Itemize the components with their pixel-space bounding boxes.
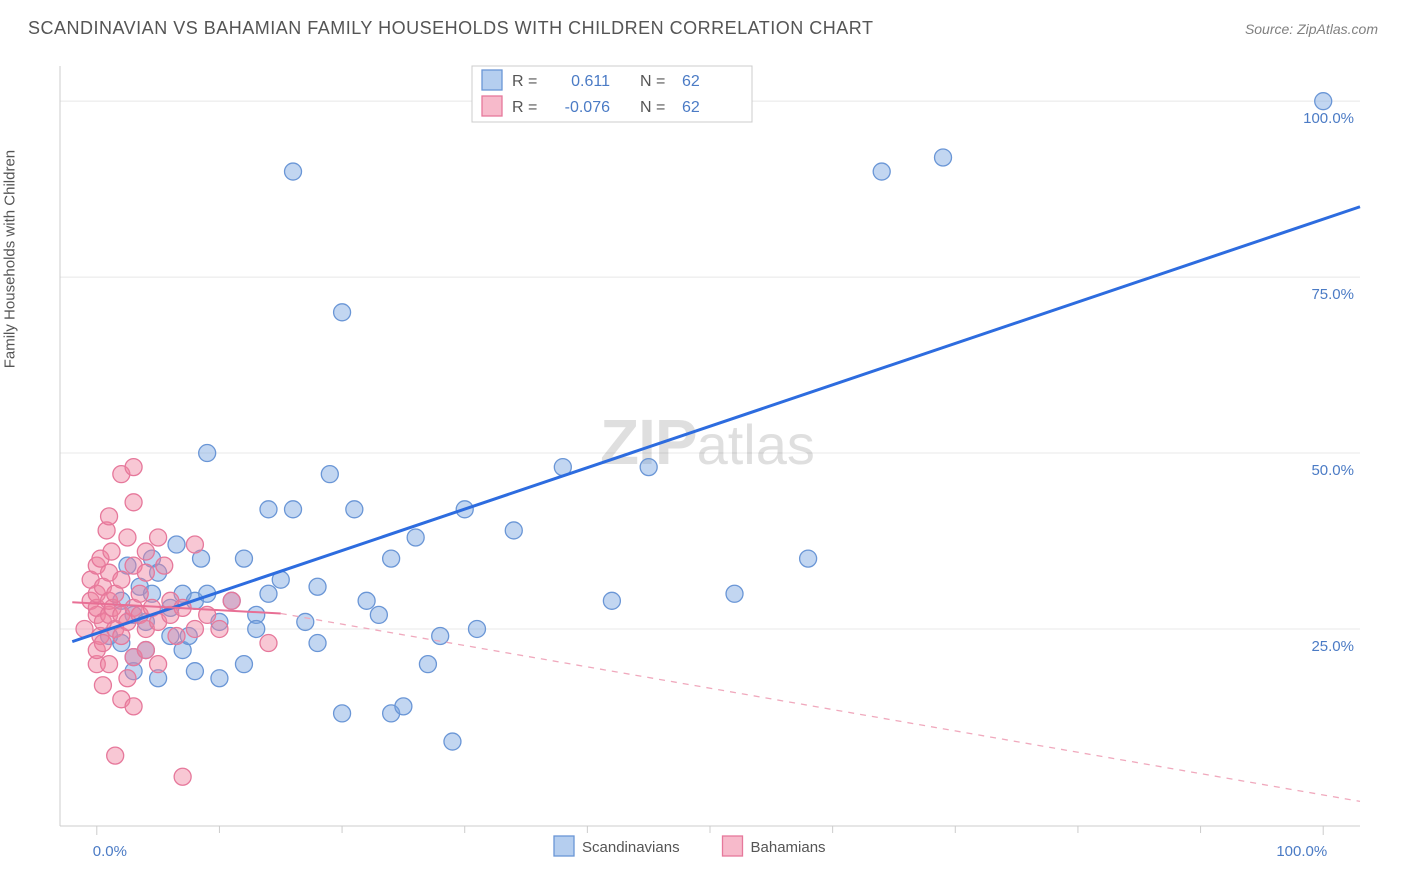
data-point [223, 592, 240, 609]
data-point [297, 613, 314, 630]
data-point [346, 501, 363, 518]
x-tick-label: 100.0% [1276, 843, 1327, 860]
data-point [285, 163, 302, 180]
data-point [235, 550, 252, 567]
data-point [407, 529, 424, 546]
data-point [186, 663, 203, 680]
legend-n-value: 62 [682, 73, 700, 90]
data-point [334, 304, 351, 321]
data-point [334, 705, 351, 722]
bottom-legend-label: Scandinavians [582, 839, 680, 856]
bottom-legend-label: Bahamians [751, 839, 826, 856]
y-tick-label: 75.0% [1311, 286, 1354, 303]
x-tick-label: 0.0% [93, 843, 127, 860]
data-point [101, 656, 118, 673]
legend-r-value: 0.611 [571, 73, 610, 90]
legend-n-label: N = [640, 99, 665, 116]
bottom-legend-swatch [554, 836, 574, 856]
y-tick-label: 100.0% [1303, 110, 1354, 127]
data-point [113, 571, 130, 588]
data-point [444, 733, 461, 750]
data-point [94, 677, 111, 694]
data-point [211, 670, 228, 687]
chart-title: SCANDINAVIAN VS BAHAMIAN FAMILY HOUSEHOL… [28, 18, 873, 39]
data-point [137, 564, 154, 581]
legend-r-label: R = [512, 73, 537, 90]
data-point [186, 536, 203, 553]
data-point [800, 550, 817, 567]
data-point [370, 606, 387, 623]
correlation-scatter-chart: ZIPatlas 0.0% 100.0% 25.0% 50.0% 75.0% 100.0% R… [20, 56, 1386, 882]
data-point [395, 698, 412, 715]
data-point [174, 768, 191, 785]
data-point [468, 620, 485, 637]
svg-text:ZIPatlas: ZIPatlas [600, 406, 815, 478]
data-point [640, 459, 657, 476]
legend-n-value: 62 [682, 99, 700, 116]
legend-swatch [482, 70, 502, 90]
data-point [199, 445, 216, 462]
legend-r-value: -0.076 [565, 99, 610, 116]
data-point [101, 508, 118, 525]
data-point [321, 466, 338, 483]
data-point [168, 628, 185, 645]
data-point [603, 592, 620, 609]
data-point [309, 578, 326, 595]
data-point [94, 635, 111, 652]
data-point [156, 557, 173, 574]
legend-swatch [482, 96, 502, 116]
data-point [260, 585, 277, 602]
data-point [137, 642, 154, 659]
data-point [125, 494, 142, 511]
data-point [419, 656, 436, 673]
data-point [119, 670, 136, 687]
data-point [260, 635, 277, 652]
data-point [432, 628, 449, 645]
data-point [235, 656, 252, 673]
source-label: Source: ZipAtlas.com [1245, 21, 1378, 37]
data-point [1315, 93, 1332, 110]
data-point [358, 592, 375, 609]
data-point [505, 522, 522, 539]
data-point [131, 585, 148, 602]
data-point [150, 656, 167, 673]
data-point [168, 536, 185, 553]
data-point [285, 501, 302, 518]
data-point [119, 529, 136, 546]
y-tick-label: 25.0% [1311, 638, 1354, 655]
data-point [383, 550, 400, 567]
y-axis-label: Family Households with Children [2, 150, 19, 368]
legend-r-label: R = [512, 99, 537, 116]
data-point [726, 585, 743, 602]
data-point [150, 529, 167, 546]
data-point [873, 163, 890, 180]
data-point [125, 459, 142, 476]
data-point [248, 620, 265, 637]
data-point [935, 149, 952, 166]
bottom-legend-swatch [723, 836, 743, 856]
data-point [260, 501, 277, 518]
data-point [309, 635, 326, 652]
trend-line-scandinavians [72, 207, 1360, 642]
data-point [103, 543, 120, 560]
data-point [137, 543, 154, 560]
data-point [186, 620, 203, 637]
y-tick-label: 50.0% [1311, 462, 1354, 479]
legend-n-label: N = [640, 73, 665, 90]
data-point [211, 620, 228, 637]
data-point [125, 698, 142, 715]
data-point [107, 747, 124, 764]
